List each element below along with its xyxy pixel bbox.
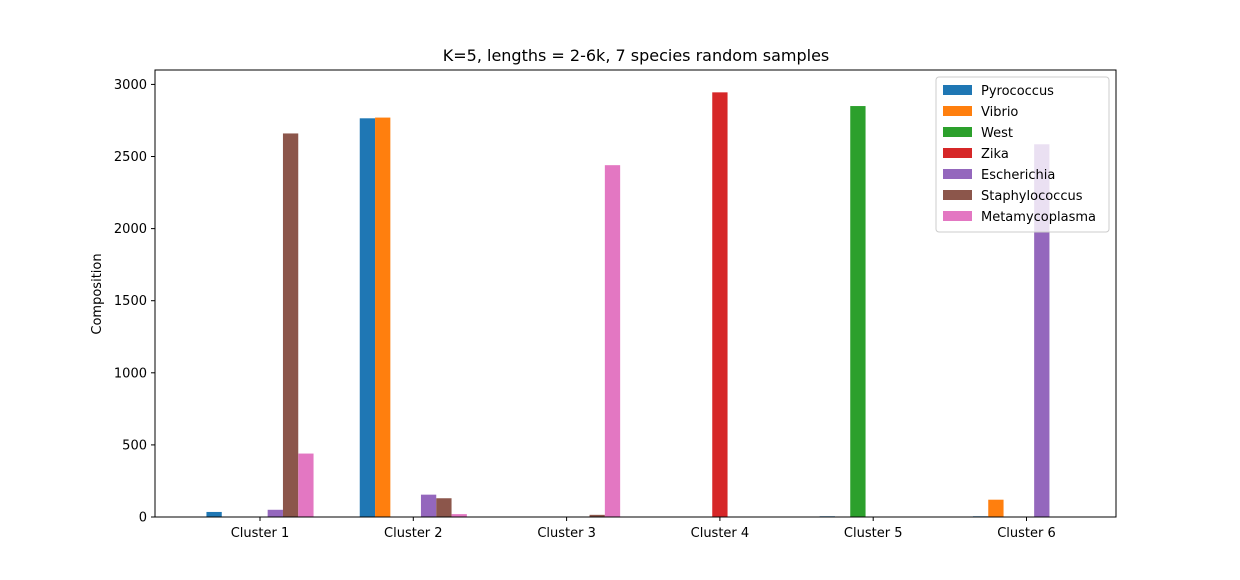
y-tick-label: 500 bbox=[122, 438, 147, 453]
bar-zika-cluster-4 bbox=[712, 92, 728, 517]
y-tick-label: 2000 bbox=[114, 222, 147, 237]
bar-metamycoplasma-cluster-2 bbox=[451, 514, 467, 517]
legend-box bbox=[935, 76, 1110, 233]
y-tick-label: 2500 bbox=[114, 150, 147, 165]
legend-label: Pyrococcus bbox=[981, 84, 1054, 99]
bar-vibrio-cluster-6 bbox=[988, 499, 1004, 517]
x-tick-label: Cluster 5 bbox=[844, 526, 903, 541]
bar-pyrococcus-cluster-1 bbox=[206, 511, 222, 517]
legend-swatch bbox=[943, 211, 972, 221]
bar-escherichia-cluster-1 bbox=[267, 509, 283, 517]
plot-frame bbox=[154, 69, 1117, 518]
bar-staphylococcus-cluster-3 bbox=[589, 514, 605, 517]
legend-swatch bbox=[943, 169, 972, 179]
x-axis: Cluster 1 Cluster 2 Cluster 3 Cluster 4 Clus… bbox=[231, 517, 1056, 541]
y-tick-label: 1500 bbox=[114, 294, 147, 309]
x-tick-label: Cluster 4 bbox=[691, 526, 750, 541]
y-tick-label: 3000 bbox=[114, 78, 147, 93]
bar-metamycoplasma-cluster-1 bbox=[298, 453, 314, 517]
bar-metamycoplasma-cluster-3 bbox=[604, 165, 621, 518]
legend-swatch bbox=[943, 127, 972, 137]
bar-vibrio-cluster-2 bbox=[375, 117, 391, 517]
legend-label: Escherichia bbox=[981, 168, 1055, 183]
bar-west-cluster-5 bbox=[850, 106, 866, 518]
bar-staphylococcus-cluster-2 bbox=[436, 498, 452, 517]
x-tick-label: Cluster 3 bbox=[537, 526, 596, 541]
legend: Pyrococcus Vibrio West Zika Escherichia Staph… bbox=[935, 76, 1110, 233]
legend-swatch bbox=[943, 85, 972, 95]
y-axis-label: Composition bbox=[90, 253, 105, 334]
bar-escherichia-cluster-6 bbox=[1034, 144, 1050, 517]
bar-staphylococcus-cluster-1 bbox=[282, 133, 299, 517]
chart-title: K=5, lengths = 2-6k, 7 species random sa… bbox=[443, 46, 830, 65]
bar-escherichia-cluster-2 bbox=[420, 494, 437, 517]
legend-swatch bbox=[943, 106, 972, 116]
y-tick-label: 0 bbox=[139, 511, 147, 526]
legend-label: West bbox=[981, 126, 1013, 141]
x-tick-label: Cluster 6 bbox=[997, 526, 1056, 541]
bars-group bbox=[206, 92, 1050, 518]
legend-label: Zika bbox=[981, 147, 1009, 162]
bar-pyrococcus-cluster-2 bbox=[359, 118, 376, 518]
legend-swatch bbox=[943, 148, 972, 158]
y-tick-label: 1000 bbox=[114, 366, 147, 381]
legend-label: Metamycoplasma bbox=[981, 210, 1096, 225]
y-axis: 0 500 1000 1500 2000 2500 3000 bbox=[114, 78, 155, 526]
x-tick-label: Cluster 1 bbox=[231, 526, 290, 541]
legend-label: Vibrio bbox=[981, 105, 1018, 120]
x-tick-label: Cluster 2 bbox=[384, 526, 443, 541]
legend-swatch bbox=[943, 190, 972, 200]
legend-label: Staphylococcus bbox=[981, 189, 1083, 204]
